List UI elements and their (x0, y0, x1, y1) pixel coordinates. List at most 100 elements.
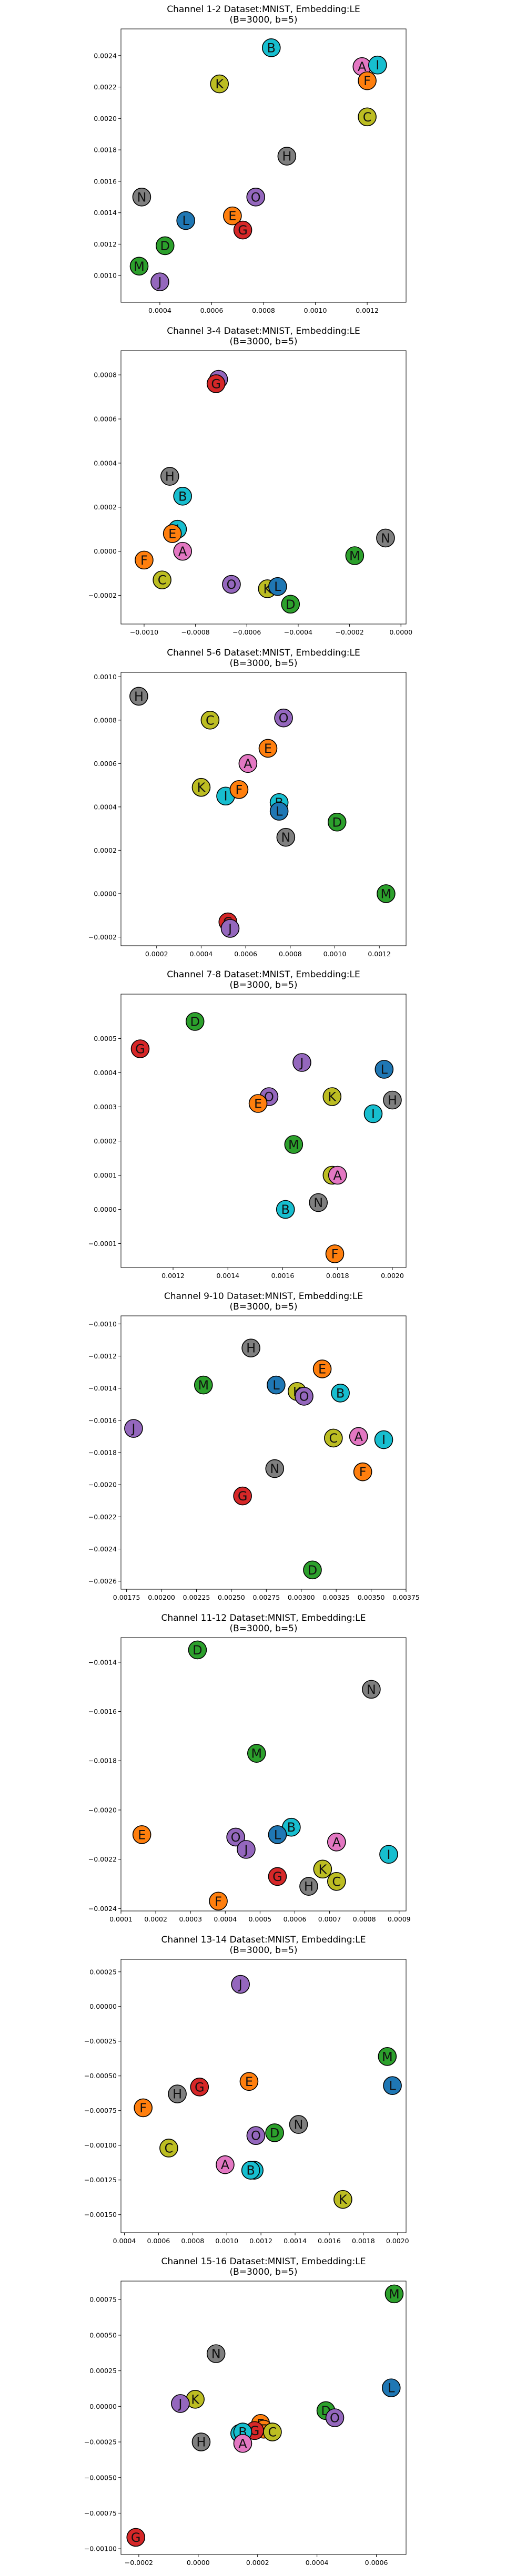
point-O: O (222, 575, 241, 594)
y-tick-label: −0.0018 (88, 1757, 117, 1765)
point-label: D (193, 1643, 202, 1658)
point-label: E (254, 1097, 262, 1111)
subplot-1: Channel 1-2 Dataset:MNIST, Embedding:LE(… (94, 4, 407, 314)
y-tick-label: 0.00000 (89, 2403, 117, 2410)
point-E: E (312, 1359, 332, 1378)
point-marker (155, 236, 175, 255)
point-label: E (318, 1362, 326, 1376)
x-tick-label: 0.0014 (284, 2237, 307, 2245)
point-marker (309, 1193, 328, 1212)
point-marker (363, 1104, 383, 1123)
point-label: O (251, 190, 261, 205)
point-label: M (349, 549, 360, 564)
point-label: F (236, 782, 243, 797)
point-marker (210, 74, 229, 94)
point-N: N (276, 827, 296, 847)
point-K: K (333, 2190, 352, 2209)
point-G: G (268, 1867, 287, 1886)
x-tick-label: 0.00225 (183, 1593, 210, 1601)
subplot-7: Channel 13-14 Dataset:MNIST, Embedding:L… (84, 1935, 409, 2245)
point-marker (312, 1359, 332, 1378)
x-tick-label: 0.0008 (181, 2237, 204, 2245)
point-O: O (226, 1827, 245, 1847)
y-tick-label: 0.0006 (94, 415, 117, 423)
y-tick-label: −0.0018 (88, 1449, 117, 1457)
point-label: J (177, 2396, 182, 2411)
x-tick-label: 0.0006 (147, 2237, 170, 2245)
point-label: N (294, 2118, 304, 2132)
point-G: G (206, 374, 226, 393)
x-tick-label: 0.0012 (356, 306, 379, 314)
y-tick-label: −0.00025 (84, 2037, 117, 2045)
point-L: L (176, 211, 195, 230)
point-K: K (210, 74, 229, 94)
point-C: C (200, 710, 220, 730)
y-tick-label: 0.0006 (94, 760, 117, 768)
y-tick-label: −0.00100 (84, 2141, 117, 2149)
y-tick-label: −0.0026 (88, 1577, 117, 1585)
point-label: C (158, 573, 167, 588)
x-tick-label: 0.00250 (218, 1593, 245, 1601)
x-tick-label: −0.0006 (232, 628, 261, 636)
point-marker (226, 1827, 245, 1847)
point-label: B (336, 1386, 345, 1401)
y-tick-label: −0.0002 (88, 591, 117, 599)
point-marker (353, 1462, 372, 1481)
point-marker (383, 2076, 402, 2095)
y-tick-label: −0.00075 (84, 2107, 117, 2114)
point-marker (126, 2528, 146, 2547)
point-marker (375, 1060, 394, 1079)
point-label: G (272, 1869, 282, 1884)
point-marker (239, 2072, 259, 2091)
point-marker (129, 257, 149, 276)
x-tick-label: 0.0010 (323, 950, 347, 958)
point-label: N (367, 1682, 376, 1697)
point-label: I (371, 1107, 375, 1121)
y-tick-label: 0.0003 (94, 1103, 117, 1111)
point-label: O (231, 1830, 241, 1845)
point-marker (385, 2284, 404, 2304)
point-label: E (168, 527, 176, 541)
point-marker (171, 2394, 190, 2413)
y-tick-label: 0.0022 (94, 83, 117, 91)
point-label: C (164, 2141, 173, 2155)
point-marker (276, 1200, 295, 1219)
point-C: C (358, 107, 377, 127)
chart-title: Channel 15-16 Dataset:MNIST, Embedding:L… (161, 2256, 366, 2267)
point-I: I (374, 1430, 393, 1449)
x-tick-label: 0.0002 (145, 950, 168, 958)
point-marker (129, 687, 148, 706)
point-B: B (331, 1384, 350, 1403)
point-label: C (268, 2425, 277, 2440)
y-tick-label: 0.0010 (94, 673, 117, 681)
point-label: M (198, 1378, 209, 1393)
point-label: J (238, 1977, 242, 1992)
point-marker (150, 272, 169, 291)
point-marker (268, 577, 287, 596)
point-label: G (131, 2530, 141, 2545)
point-marker (267, 1375, 286, 1395)
point-marker (163, 524, 182, 543)
point-D: D (303, 1560, 322, 1580)
point-O: O (246, 2126, 266, 2145)
point-label: H (282, 149, 291, 164)
point-M: M (129, 257, 149, 276)
point-label: D (332, 815, 341, 830)
x-tick-label: 0.0002 (144, 1915, 167, 1923)
x-tick-label: 0.0020 (381, 1272, 404, 1280)
point-marker (223, 206, 242, 226)
y-tick-label: 0.0001 (94, 1171, 117, 1179)
point-label: D (270, 2125, 279, 2140)
x-tick-label: 0.00200 (148, 1593, 175, 1601)
y-tick-label: 0.0008 (94, 716, 117, 724)
x-tick-label: −0.0004 (284, 628, 312, 636)
point-label: G (135, 1042, 145, 1057)
point-N: N (309, 1193, 328, 1212)
point-label: L (389, 2079, 396, 2093)
point-label: J (243, 1842, 248, 1857)
point-label: O (299, 1389, 309, 1404)
point-E: E (239, 2072, 259, 2091)
point-J: J (231, 1975, 250, 1994)
point-marker (324, 1428, 343, 1448)
point-label: B (287, 1820, 296, 1835)
